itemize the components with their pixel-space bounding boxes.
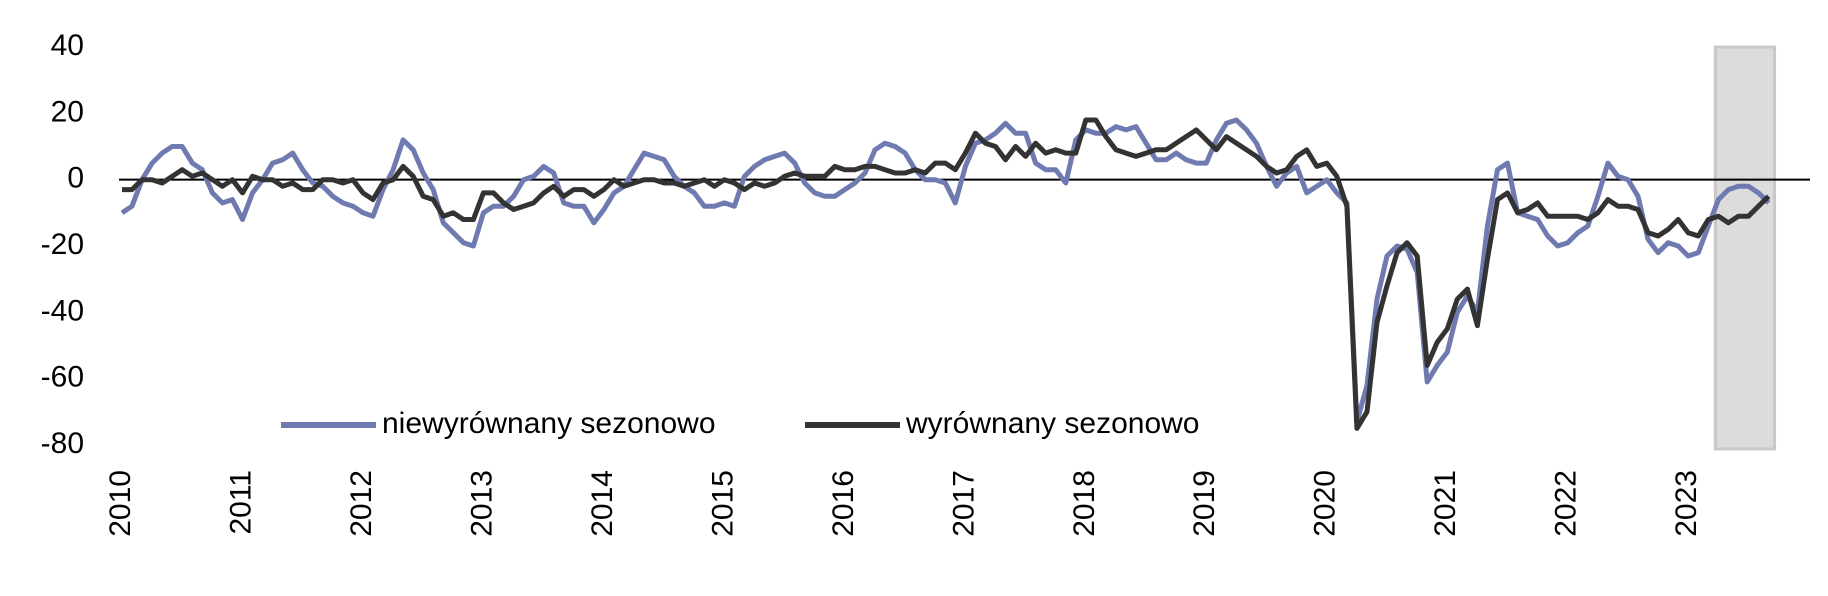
x-tick-label: 2018 [1068, 470, 1101, 537]
x-tick-label: 2021 [1429, 470, 1462, 537]
x-tick-label: 2011 [224, 470, 257, 535]
x-tick-label: 2020 [1309, 470, 1342, 537]
y-tick-label: -60 [41, 361, 84, 394]
shaded-region [1713, 45, 1777, 451]
legend-label: wyrównany sezonowo [905, 407, 1199, 440]
y-tick-label: -80 [41, 427, 84, 460]
y-tick-label: 0 [67, 162, 84, 195]
y-tick-label: -20 [41, 228, 84, 261]
x-tick-label: 2015 [706, 470, 739, 537]
y-tick-label: -40 [41, 294, 84, 327]
x-tick-label: 2013 [465, 470, 498, 537]
y-tick-label: 20 [51, 95, 84, 128]
x-tick-label: 2012 [345, 470, 378, 537]
x-tick-label: 2023 [1670, 470, 1703, 537]
line-series [122, 117, 1771, 431]
x-tick-label: 2017 [947, 470, 980, 537]
x-tick-label: 2022 [1550, 470, 1583, 537]
legend-label: niewyrównany sezonowo [382, 407, 716, 440]
line-series [120, 117, 1771, 425]
x-tick-label: 2010 [104, 470, 137, 537]
x-tick-label: 2016 [827, 470, 860, 537]
x-tick-label: 2014 [586, 470, 619, 537]
x-tick-label: 2019 [1188, 470, 1221, 537]
y-tick-label: 40 [51, 29, 84, 62]
